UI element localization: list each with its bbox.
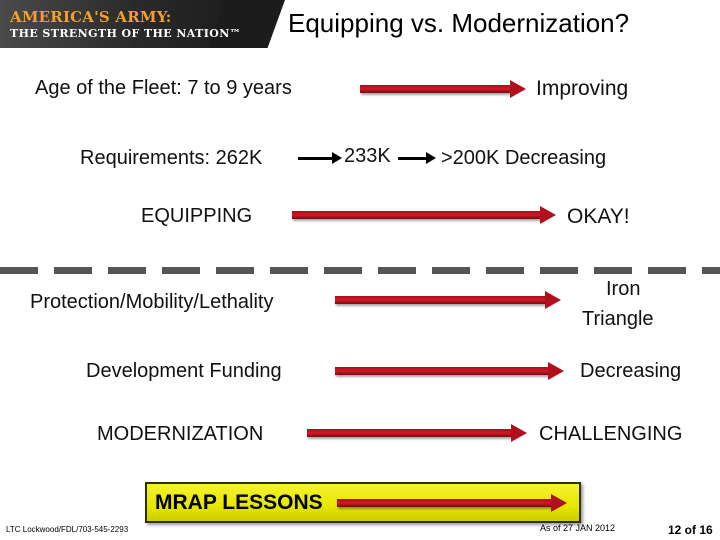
army-logo-banner: [0, 0, 245, 48]
banner-subtagline: THE STRENGTH OF THE NATION™: [10, 27, 242, 40]
protection-status-line1: Iron: [606, 278, 641, 300]
mrap-arrow: [337, 494, 567, 512]
fleet-arrow: [360, 80, 526, 98]
footer-date: As of 27 JAN 2012: [540, 523, 616, 533]
funding-arrow: [335, 362, 564, 380]
requirements-arrow-1: [298, 152, 342, 164]
footer-contact: LTC Lockwood/FDL/703-545-2293: [6, 525, 129, 534]
protection-status-line2: Triangle: [582, 308, 654, 330]
protection-label: Protection/Mobility/Lethality: [30, 291, 274, 313]
modernization-label: MODERNIZATION: [97, 423, 264, 445]
equipping-status: OKAY!: [567, 205, 630, 228]
header-banner: AMERICA'S ARMY: THE STRENGTH OF THE NATI…: [0, 0, 720, 48]
requirements-arrow-2: [398, 152, 436, 164]
modernization-arrow: [307, 424, 527, 442]
requirements-label: Requirements: 262K: [80, 147, 263, 169]
mrap-lessons-box: MRAP LESSONS: [145, 482, 581, 523]
requirements-status: >200K Decreasing: [441, 147, 607, 169]
funding-status: Decreasing: [580, 360, 682, 382]
equipping-label: EQUIPPING: [141, 205, 253, 227]
banner-tagline: AMERICA'S ARMY:: [10, 8, 172, 26]
protection-arrow: [335, 291, 561, 309]
equipping-arrow: [292, 206, 556, 224]
modernization-status: CHALLENGING: [539, 423, 683, 445]
page-number: 12 of 16: [668, 523, 713, 537]
fleet-age-label: Age of the Fleet: 7 to 9 years: [35, 77, 292, 99]
requirements-mid-value: 233K: [344, 145, 391, 167]
section-divider: [0, 267, 720, 274]
mrap-lessons-label: MRAP LESSONS: [155, 491, 323, 514]
funding-label: Development Funding: [86, 360, 282, 382]
slide-title: Equipping vs. Modernization?: [288, 8, 630, 38]
fleet-status: Improving: [536, 77, 629, 100]
